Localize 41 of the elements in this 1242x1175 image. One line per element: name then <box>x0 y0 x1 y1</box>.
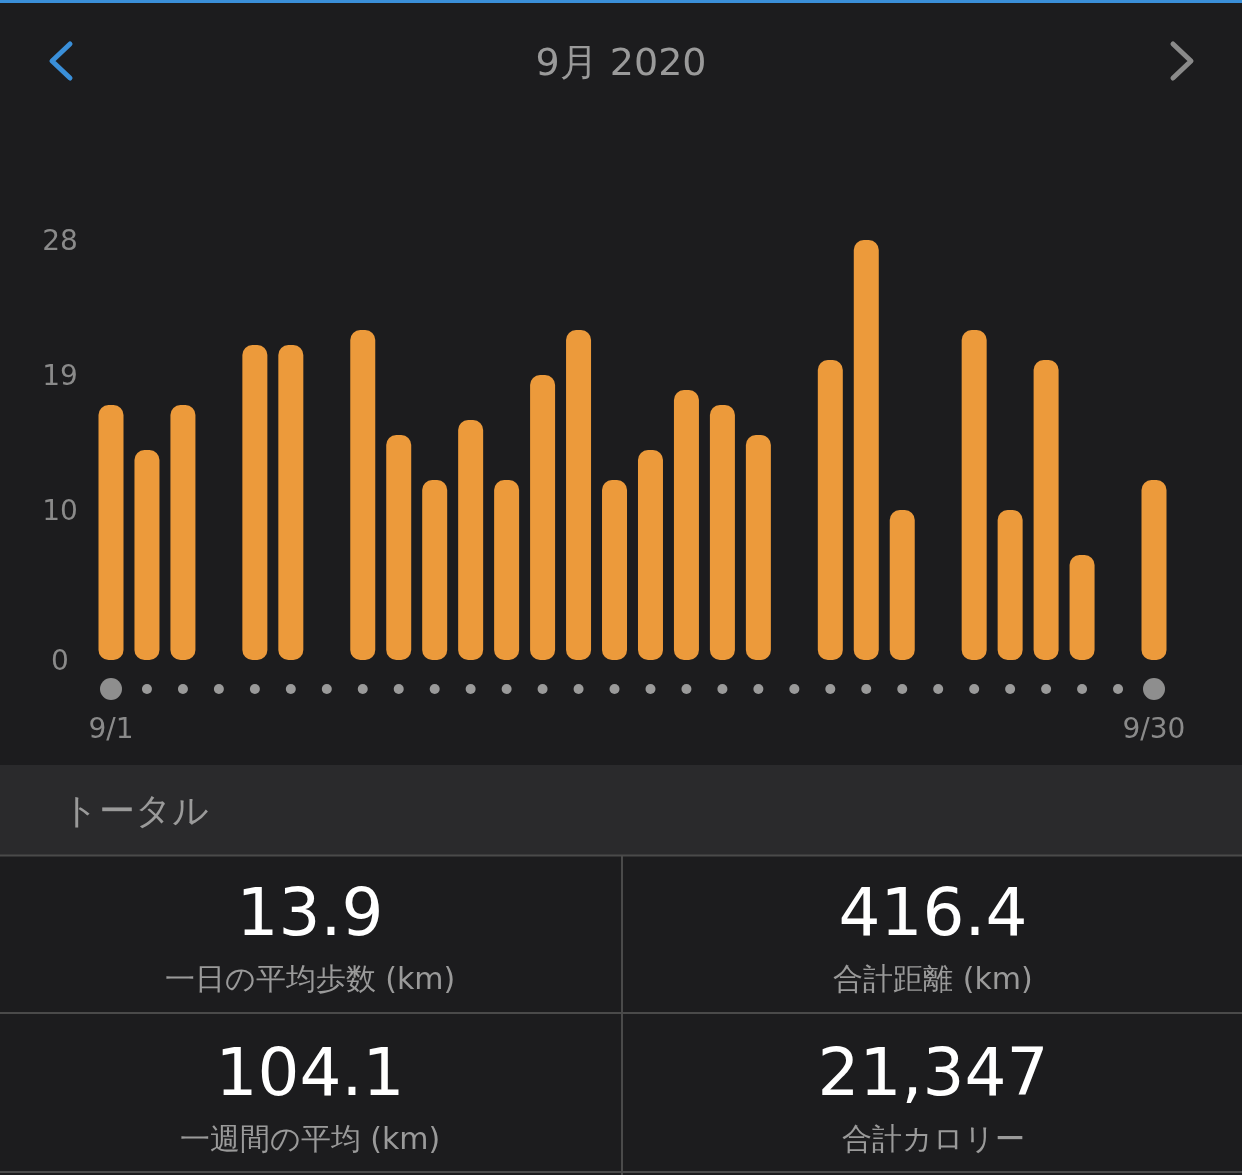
bar <box>961 330 987 660</box>
bar <box>134 450 160 660</box>
bar <box>530 375 556 660</box>
text: 一週間の平均 (km) <box>179 1121 441 1156</box>
bar <box>709 405 735 660</box>
bar <box>637 450 663 660</box>
bar <box>673 390 699 660</box>
chart-title: 9月 2020 <box>535 40 707 84</box>
bar <box>278 345 304 660</box>
y-tick-label: 0 <box>51 644 69 677</box>
bar <box>566 330 592 660</box>
bar <box>350 330 376 660</box>
bar <box>997 510 1023 660</box>
bar <box>458 420 484 660</box>
text: 合計カロリー <box>841 1121 1025 1156</box>
bar <box>1069 555 1095 660</box>
bar <box>98 405 124 660</box>
bar <box>386 435 412 660</box>
bar <box>817 360 843 660</box>
x-tick-label: 9/1 <box>88 712 134 745</box>
x-tick-label: 9/30 <box>1122 712 1186 745</box>
text: 合計距離 (km) <box>833 961 1033 996</box>
text: 416.4 <box>838 874 1028 951</box>
text: トータル <box>62 790 209 831</box>
text: 一日の平均歩数 (km) <box>164 961 456 996</box>
bar <box>1033 360 1059 660</box>
y-tick-label: 28 <box>42 224 78 257</box>
bar <box>889 510 915 660</box>
y-tick-label: 19 <box>42 359 78 392</box>
bar <box>745 435 771 660</box>
bar <box>1141 480 1167 660</box>
y-tick-label: 10 <box>42 494 78 527</box>
text: 104.1 <box>215 1034 405 1111</box>
bar <box>853 240 879 660</box>
bar <box>422 480 448 660</box>
bar <box>242 345 268 660</box>
bar <box>170 405 196 660</box>
text: 21,347 <box>817 1034 1049 1111</box>
bar <box>494 480 520 660</box>
bar <box>602 480 628 660</box>
text: 13.9 <box>236 874 384 951</box>
